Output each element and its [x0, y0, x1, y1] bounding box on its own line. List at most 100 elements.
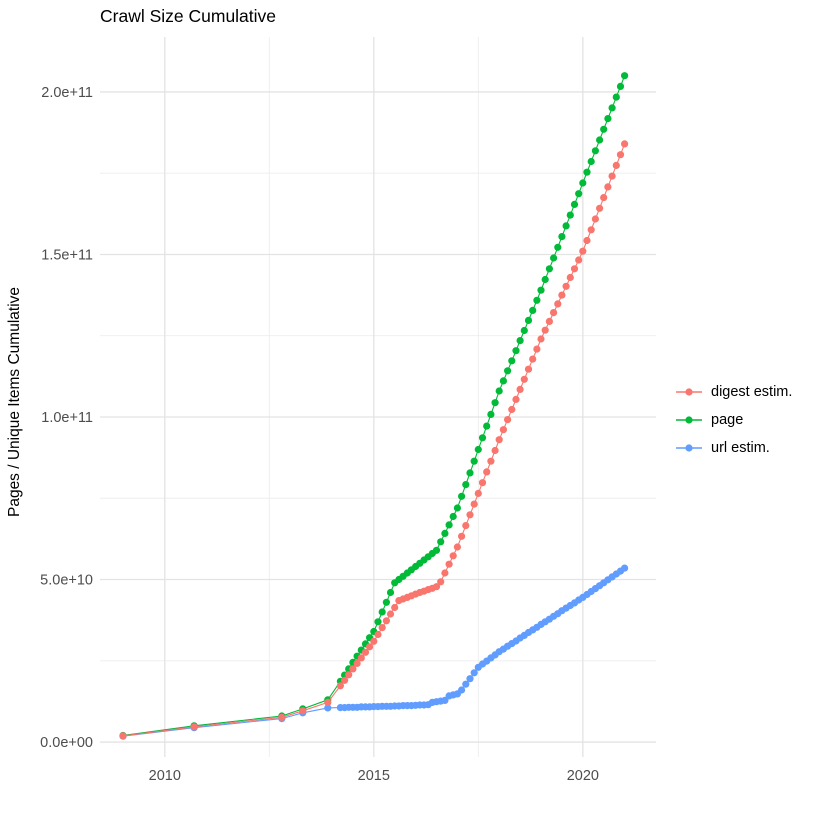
data-point [324, 704, 332, 712]
data-point [600, 125, 608, 133]
data-point [529, 306, 537, 314]
data-point [562, 282, 570, 290]
data-point [437, 538, 445, 546]
data-point [341, 676, 349, 684]
legend-item-digest-estim: digest estim. [674, 378, 792, 406]
data-point [516, 337, 524, 345]
data-point [570, 200, 579, 208]
data-point [554, 300, 562, 308]
legend: digest estim. page url estim. [674, 378, 792, 462]
data-point [119, 732, 127, 740]
data-point [558, 291, 566, 299]
data-point [386, 588, 395, 597]
data-point [508, 405, 516, 414]
data-point [612, 93, 620, 101]
data-point [495, 436, 503, 444]
data-point [583, 236, 591, 245]
data-point [466, 469, 474, 477]
data-point [370, 637, 378, 645]
series-digest-estim- [119, 140, 629, 740]
data-point [533, 296, 541, 304]
data-point [508, 357, 516, 365]
data-point [583, 168, 591, 176]
data-point [441, 569, 449, 577]
data-point [453, 543, 461, 551]
x-axis-tick-labels: 2010 2015 2020 [149, 768, 599, 784]
data-point [449, 552, 457, 560]
x-tick-label: 2010 [149, 768, 181, 784]
data-point [487, 410, 495, 418]
data-point [470, 500, 478, 508]
data-point [579, 179, 587, 187]
data-point [545, 317, 554, 325]
data-point [462, 481, 470, 489]
data-point [591, 147, 600, 155]
data-point [554, 243, 562, 251]
data-point [512, 347, 520, 355]
data-point [470, 457, 478, 465]
data-point [437, 578, 445, 586]
legend-label: url estim. [711, 440, 770, 456]
data-point [587, 226, 595, 234]
data-point [621, 140, 629, 148]
legend-item-url-estim: url estim. [674, 434, 792, 462]
data-point [458, 686, 466, 694]
data-series-layer [119, 72, 629, 740]
data-point [591, 215, 600, 223]
data-point [378, 608, 386, 616]
data-point [366, 643, 374, 651]
data-point [566, 211, 574, 219]
data-point [550, 309, 558, 317]
data-point [441, 529, 449, 538]
data-point [445, 521, 453, 529]
data-point [533, 345, 541, 353]
data-point [621, 72, 629, 80]
data-point [566, 273, 574, 282]
data-point [478, 479, 487, 487]
data-point [504, 367, 512, 375]
data-point [386, 610, 395, 618]
data-point [537, 335, 545, 343]
data-point [596, 136, 604, 144]
data-point [324, 698, 332, 707]
data-point [374, 630, 382, 639]
data-point [374, 618, 382, 626]
data-point [474, 445, 482, 454]
legend-key-dot [685, 416, 693, 424]
data-point [600, 194, 608, 202]
series-url-estim- [119, 564, 629, 740]
data-point [520, 326, 528, 335]
legend-item-page: page [674, 406, 792, 434]
data-point [558, 233, 566, 241]
data-point [441, 696, 449, 705]
data-point [541, 326, 549, 334]
data-point [336, 682, 344, 690]
data-point [499, 426, 507, 434]
data-point [524, 365, 533, 373]
data-point [499, 377, 507, 385]
data-point [345, 671, 353, 679]
data-point [445, 560, 453, 568]
legend-key-icon [676, 444, 702, 452]
data-point [462, 522, 470, 530]
data-point [391, 603, 399, 612]
data-point [462, 680, 470, 688]
data-point [562, 222, 570, 230]
data-point [587, 157, 595, 166]
legend-key-icon [676, 388, 702, 396]
data-point [458, 492, 466, 500]
series-page [119, 72, 629, 740]
y-tick-label: 0.0e+00 [40, 735, 93, 751]
data-point [357, 654, 365, 662]
data-point [190, 723, 198, 731]
data-point [349, 665, 357, 673]
y-tick-label: 5.0e+10 [40, 573, 93, 589]
data-point [474, 489, 482, 497]
data-point [621, 564, 629, 572]
data-point [570, 265, 579, 273]
y-tick-label: 2.0e+11 [41, 85, 93, 101]
data-point [483, 468, 491, 476]
data-point [487, 457, 495, 465]
data-point [516, 385, 524, 393]
